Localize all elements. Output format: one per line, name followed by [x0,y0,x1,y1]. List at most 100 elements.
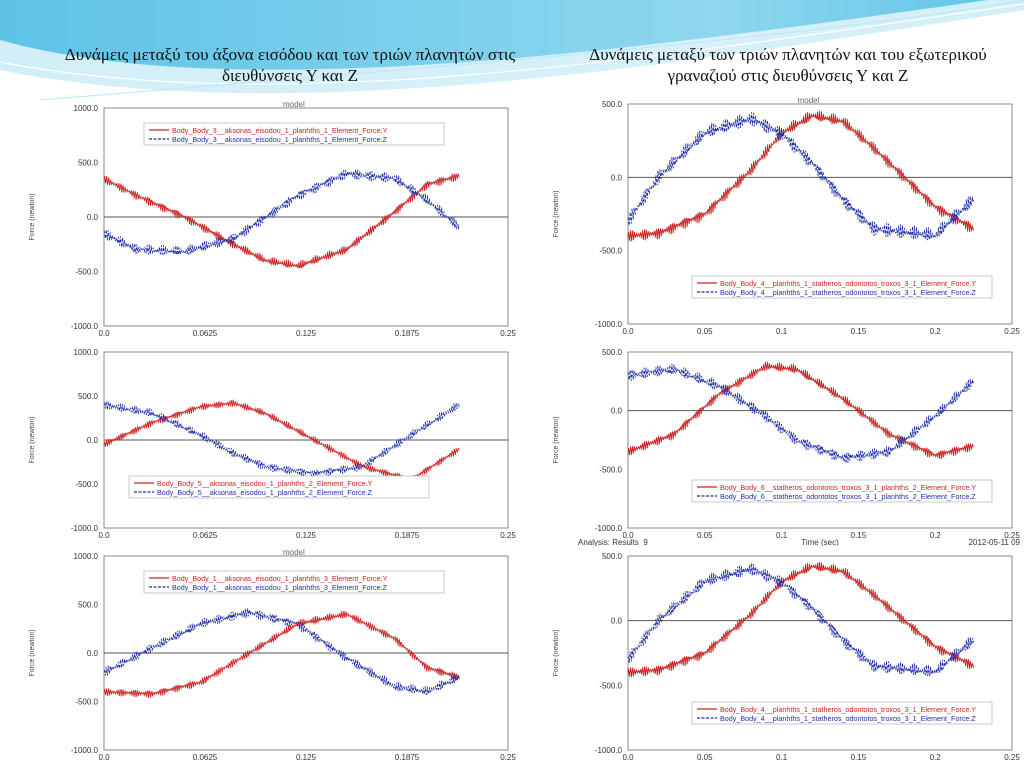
y-axis-label: Force (newton) [29,416,36,463]
legend-box [691,479,993,503]
x-tick-label: 0.0 [622,327,634,336]
chart-5: model -1000.0 -500.0 0.0 500.0 1000.0 0.0 0.062… [29,548,516,762]
legend-entry: Body_Body_4__planhths_1_statheros_odonto… [720,714,976,723]
x-tick-label: 0.25 [1004,531,1020,540]
y-tick-label: -1000.0 [71,524,99,533]
x-tick-label: 0.1 [776,753,788,762]
x-tick-label: 0.125 [296,329,317,338]
y-tick-label: 0.0 [87,436,99,445]
legend-entry: Body_Body_1__aksonas_eisodou_1_planhths_… [172,583,388,592]
legend-entry: Body_Body_5__aksonas_eisodou_1_planhths_… [157,479,373,488]
y-tick-label: -1000.0 [71,746,99,755]
heading-left: Δυνάμεις μεταξύ του άξονα εισόδου και τω… [64,45,516,85]
series-z-line [103,608,460,696]
x-tick-label: 0.15 [851,327,867,336]
y-tick-label: 1000.0 [74,104,99,113]
x-tick-label: 0.05 [697,753,713,762]
y-tick-label: 0.0 [87,649,99,658]
legend-entry: Body_Body_5__aksonas_eisodou_1_planhths_… [157,488,373,497]
x-tick-label: 0.1 [776,531,788,540]
x-tick-label: 0.2 [930,753,942,762]
y-tick-label: 500.0 [78,601,99,610]
x-tick-label: 0.2 [930,327,942,336]
chart-1: model -1000.0 -500.0 0.0 500.0 1000.0 0.0 0.062… [29,100,516,338]
y-tick-label: 1000.0 [74,552,99,561]
chart-panel-5: model -1000.0 -500.0 0.0 500.0 1000.0 0.0 0.062… [0,548,520,768]
y-tick-label: -500.0 [75,698,98,707]
x-axis-label: Time (sec) [801,538,839,546]
x-tick-label: 0.1 [776,327,788,336]
legend-box [691,701,993,725]
legend-box [691,275,993,299]
legend-entry: Body_Body_3__aksonas_eisodou_1_planhths_… [172,126,388,135]
chart-title: model [283,100,305,109]
legend-box [128,475,430,499]
chart-6: -1000.0 -500.0 0.0 500.0 0.0 0.05 0.1 0.15 0.2 0.… [553,552,1020,762]
y-axis-label: Force (newton) [553,190,560,237]
y-tick-label: -500.0 [599,465,622,474]
slide-banner [0,0,1024,102]
y-tick-label: -500.0 [75,480,98,489]
chart-3: -1000.0 -500.0 0.0 500.0 1000.0 0.0 0.0625 0.12… [29,348,516,540]
y-tick-label: 0.0 [611,173,623,182]
y-tick-label: 0.0 [87,213,99,222]
series-z-line [627,112,975,242]
series-y-line [627,561,975,678]
y-tick-label: -500.0 [599,247,622,256]
legend-box [143,122,445,146]
heading-right: Δυνάμεις μεταξύ των τριών πλανητών και τ… [589,45,987,85]
series-z-line [627,563,975,677]
y-tick-label: 500.0 [602,348,623,357]
x-tick-label: 0.05 [697,327,713,336]
legend-entry: Body_Body_3__aksonas_eisodou_1_planhths_… [172,135,388,144]
x-tick-label: 0.0625 [193,329,218,338]
y-tick-label: 500.0 [602,552,623,561]
series-y-line [103,610,460,698]
legend-entry: Body_Body_4__planhths_1_statheros_odonto… [720,705,976,714]
series-z-line [103,169,460,256]
legend-entry: Body_Body_6__statheros_odontotos_troxos_… [720,483,976,492]
legend-box [143,570,445,594]
legend-entry: Body_Body_4__planhths_1_statheros_odonto… [720,288,976,297]
y-tick-label: 0.0 [611,407,623,416]
y-tick-label: -500.0 [75,268,98,277]
x-tick-label: 0.0 [98,531,110,540]
x-tick-label: 0.0 [622,753,634,762]
x-tick-label: 0.25 [1004,753,1020,762]
x-tick-label: 0.0 [98,329,110,338]
x-tick-label: 0.15 [851,753,867,762]
y-axis-label: Force (newton) [553,629,560,676]
x-tick-label: 0.125 [296,531,317,540]
y-axis-label: Force (newton) [29,629,36,676]
y-tick-label: -1000.0 [595,524,623,533]
x-tick-label: 0.25 [500,329,516,338]
chart-panel-2: model -1000.0 -500.0 0.0 500.0 0.0 0.05 0.1 0.15… [524,96,1024,342]
x-tick-label: 0.2 [930,531,942,540]
x-tick-label: 0.1875 [395,753,420,762]
series-y-line [103,172,460,269]
chart-title: model [798,96,820,105]
y-tick-label: -1000.0 [71,322,99,331]
y-tick-label: -1000.0 [595,320,623,329]
timestamp-label: 2012-05-11 09 [969,538,1021,546]
series-z-line [103,401,460,478]
x-tick-label: 0.0 [98,753,110,762]
analysis-label: Analysis: Results_9 [578,538,648,546]
y-tick-label: 1000.0 [74,348,99,357]
x-tick-label: 0.0625 [193,531,218,540]
x-tick-label: 0.1875 [395,531,420,540]
x-tick-label: 0.05 [697,531,713,540]
y-axis-label: Force (newton) [553,416,560,463]
x-tick-label: 0.0 [622,531,634,540]
chart-panel-3: -1000.0 -500.0 0.0 500.0 1000.0 0.0 0.0625 0.12… [0,344,520,546]
chart-4: -1000.0 -500.0 0.0 500.0 0.0 0.05 0.1 0.15 0.2 0.… [553,348,1021,546]
y-tick-label: 500.0 [78,159,99,168]
x-tick-label: 0.1875 [395,329,420,338]
y-tick-label: -1000.0 [595,746,623,755]
y-tick-label: 500.0 [78,392,99,401]
x-tick-label: 0.125 [296,753,317,762]
series-z-line [627,363,975,464]
legend-entry: Body_Body_1__aksonas_eisodou_1_planhths_… [172,574,388,583]
series-y-line [627,110,975,242]
x-tick-label: 0.25 [500,753,516,762]
